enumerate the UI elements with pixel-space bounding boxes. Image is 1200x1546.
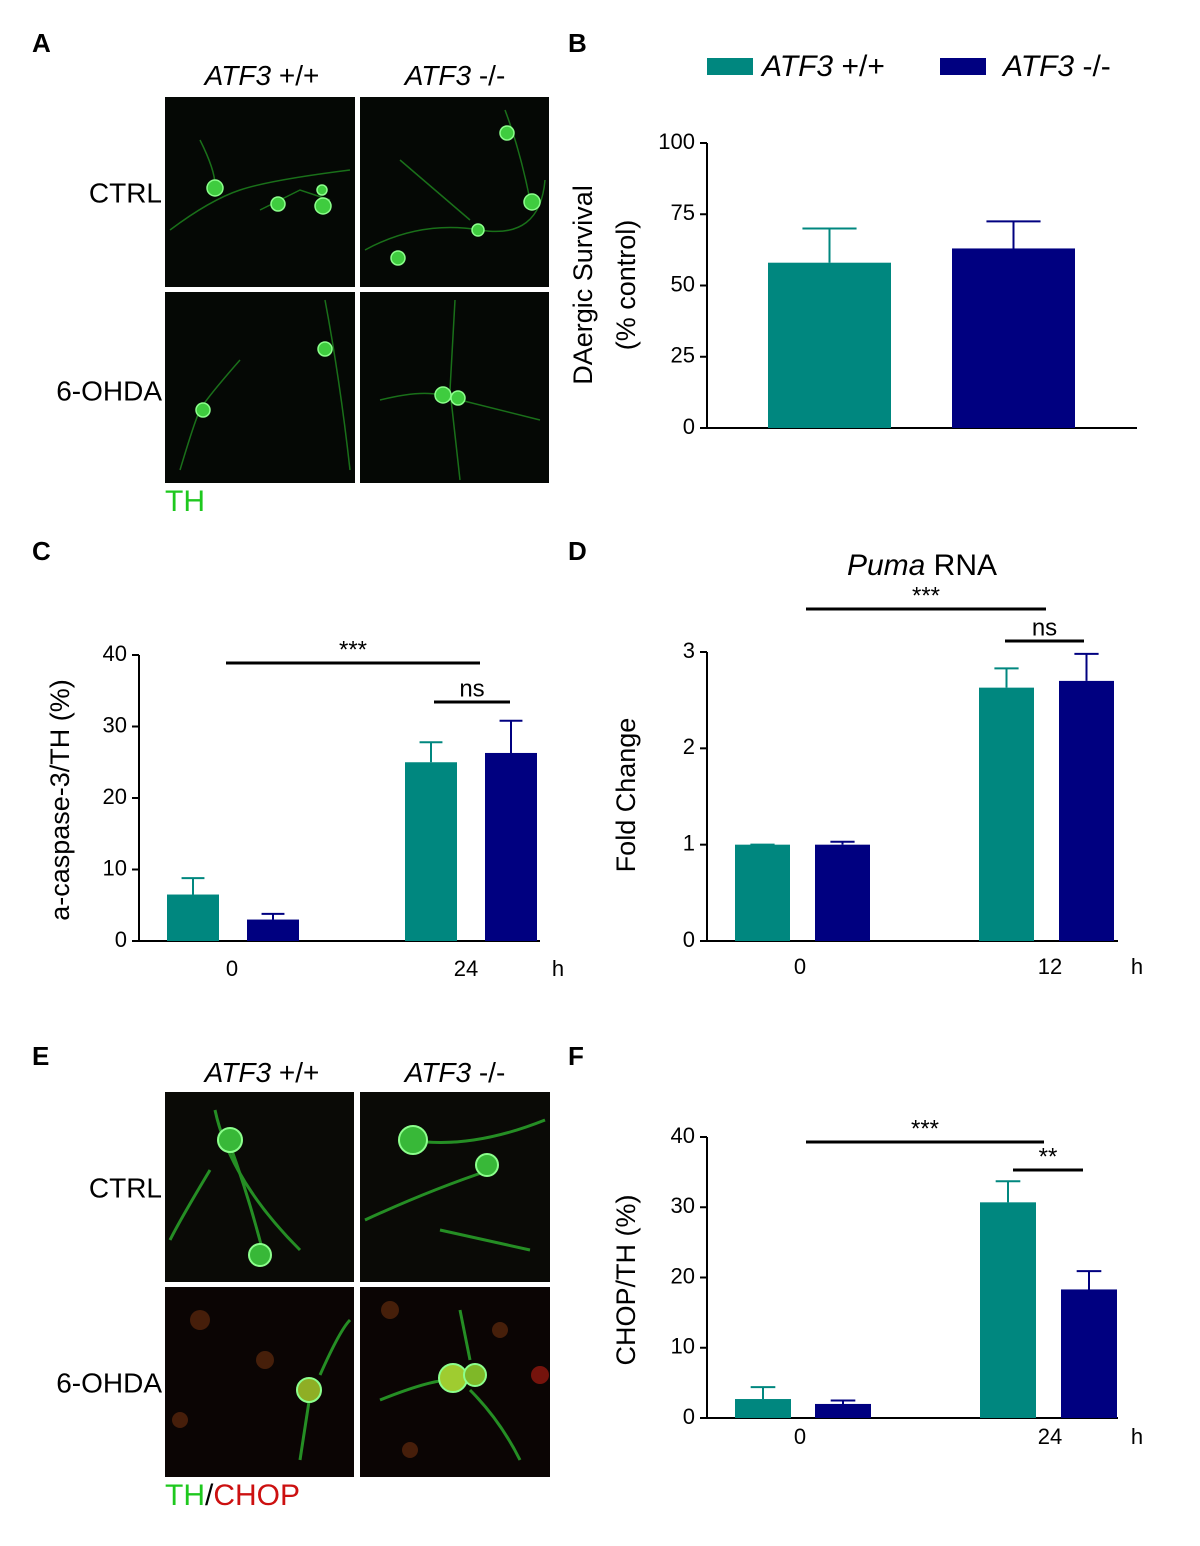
error-bar [261, 912, 285, 920]
y-tick-label: 20 [103, 784, 127, 809]
stain-label: TH/CHOP [165, 1479, 300, 1512]
y-tick-label: 20 [671, 1263, 695, 1288]
row-label: 6-OHDA [56, 375, 162, 406]
error-bar [750, 1386, 776, 1400]
legend-entry: ATF3 -/- [1001, 50, 1111, 83]
panel-letter: F [568, 1041, 584, 1071]
x-unit-label: h [1131, 954, 1143, 979]
y-tick-label: 3 [683, 638, 695, 663]
bar [1061, 1289, 1117, 1418]
legend-swatch [707, 58, 753, 75]
y-tick-label: 2 [683, 734, 695, 759]
error-bar [181, 877, 205, 895]
column-label: ATF3 +/+ [203, 1057, 320, 1088]
x-unit-label: h [552, 956, 564, 981]
x-tick-label: 0 [794, 954, 806, 979]
error-bar [986, 220, 1041, 249]
y-axis-label: Fold Change [611, 718, 641, 873]
y-tick-label: 10 [103, 855, 127, 880]
error-bar [830, 1399, 856, 1404]
y-tick-label: 40 [671, 1123, 695, 1148]
row-label: 6-OHDA [56, 1367, 162, 1398]
x-tick-label: 0 [794, 1424, 806, 1449]
x-tick-label: 0 [226, 956, 238, 981]
micrograph-a [165, 97, 549, 483]
y-axis-label: a-caspase-3/TH (%) [45, 679, 75, 921]
y-tick-label: 0 [683, 1404, 695, 1429]
y-tick-label: 30 [671, 1193, 695, 1218]
micrograph-e [165, 1092, 550, 1477]
error-bar [802, 227, 857, 263]
y-tick-label: 0 [683, 927, 695, 952]
x-tick-label: 24 [454, 956, 478, 981]
y-tick-label: 75 [671, 200, 695, 225]
bar [768, 262, 891, 428]
row-label: CTRL [89, 1172, 162, 1203]
y-tick-label: 50 [671, 271, 695, 296]
bar [979, 687, 1034, 941]
y-tick-label: 10 [671, 1334, 695, 1359]
bar [952, 248, 1075, 428]
error-bar [419, 741, 443, 763]
significance-label: *** [911, 1115, 939, 1142]
column-label: ATF3 +/+ [203, 60, 320, 91]
x-unit-label: h [1131, 1424, 1143, 1449]
row-label: CTRL [89, 177, 162, 208]
y-axis-label: DAergic Survival [568, 185, 598, 385]
error-bar [994, 667, 1019, 688]
legend-entry: ATF3 +/+ [760, 50, 885, 83]
bar [247, 919, 299, 941]
y-tick-label: 25 [671, 343, 695, 368]
error-bar [1076, 1270, 1102, 1290]
significance-label: *** [339, 636, 367, 663]
column-label: ATF3 -/- [403, 1057, 506, 1088]
y-axis-label: (% control) [611, 220, 641, 351]
y-tick-label: 1 [683, 830, 695, 855]
bar [735, 1399, 791, 1418]
x-tick-label: 24 [1038, 1424, 1062, 1449]
bar [980, 1202, 1036, 1418]
bar [1059, 680, 1114, 941]
panel-letter: B [568, 28, 587, 58]
panel-letter: D [568, 536, 587, 566]
x-tick-label: 12 [1038, 954, 1062, 979]
significance-label: ns [459, 675, 484, 702]
bar [405, 762, 457, 941]
y-tick-label: 40 [103, 641, 127, 666]
stain-part: TH [165, 1479, 205, 1512]
y-tick-label: 100 [658, 129, 695, 154]
panel-letter: A [32, 28, 51, 58]
bar [815, 844, 870, 941]
bar [735, 844, 790, 941]
chart-title: Puma RNA [847, 549, 997, 582]
stain-part: / [205, 1479, 214, 1512]
y-tick-label: 0 [683, 414, 695, 439]
error-bar [995, 1180, 1021, 1203]
error-bar [830, 840, 855, 845]
bar [485, 752, 537, 941]
stain-part: CHOP [213, 1479, 300, 1512]
y-tick-label: 0 [115, 927, 127, 952]
error-bar [1074, 652, 1099, 681]
significance-label: ns [1032, 614, 1057, 641]
column-label: ATF3 -/- [403, 60, 506, 91]
y-axis-label: CHOP/TH (%) [611, 1195, 641, 1366]
stain-label: TH [165, 485, 205, 518]
panel-letter: E [32, 1041, 49, 1071]
error-bar [499, 719, 523, 753]
y-tick-label: 30 [103, 712, 127, 737]
legend-swatch [940, 58, 986, 75]
bar [167, 894, 219, 941]
significance-label: ** [1039, 1143, 1058, 1170]
bar [815, 1403, 871, 1418]
stain-part: TH [165, 485, 205, 518]
significance-label: *** [912, 582, 940, 609]
panel-letter: C [32, 536, 51, 566]
